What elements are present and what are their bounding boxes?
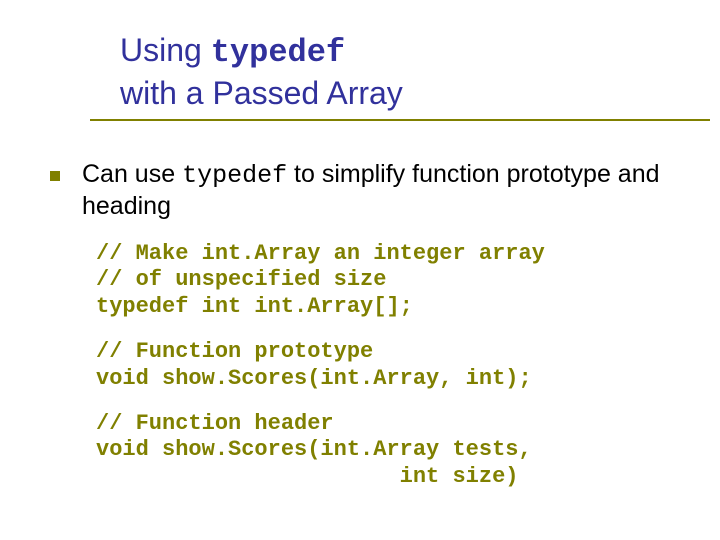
title-block: Using typedef with a Passed Array [120, 30, 680, 121]
title-text-1a: Using [120, 32, 211, 68]
body-before: Can use [82, 160, 182, 188]
code-line: void show.Scores(int.Array tests, [96, 437, 532, 462]
title-mono: typedef [211, 34, 345, 71]
code-block-1: // Make int.Array an integer array // of… [96, 241, 680, 321]
code-block-2: // Function prototype void show.Scores(i… [96, 339, 680, 393]
slide-container: Using typedef with a Passed Array Can us… [0, 0, 720, 540]
body-bullet-item: Can use typedef to simplify function pro… [50, 159, 680, 223]
code-line: // Function header [96, 411, 334, 436]
code-line: void show.Scores(int.Array, int); [96, 366, 532, 391]
title-underline [90, 119, 710, 121]
body-text: Can use typedef to simplify function pro… [82, 159, 680, 223]
code-block-3: // Function header void show.Scores(int.… [96, 411, 680, 491]
code-line: int size) [96, 464, 518, 489]
code-line: // Make int.Array an integer array [96, 241, 545, 266]
title-line-1: Using typedef [120, 30, 680, 73]
code-line: // Function prototype [96, 339, 373, 364]
code-line: typedef int int.Array[]; [96, 294, 413, 319]
bullet-square-icon [50, 171, 60, 181]
title-line-2: with a Passed Array [120, 73, 680, 113]
body-mono: typedef [182, 161, 287, 190]
code-line: // of unspecified size [96, 267, 386, 292]
